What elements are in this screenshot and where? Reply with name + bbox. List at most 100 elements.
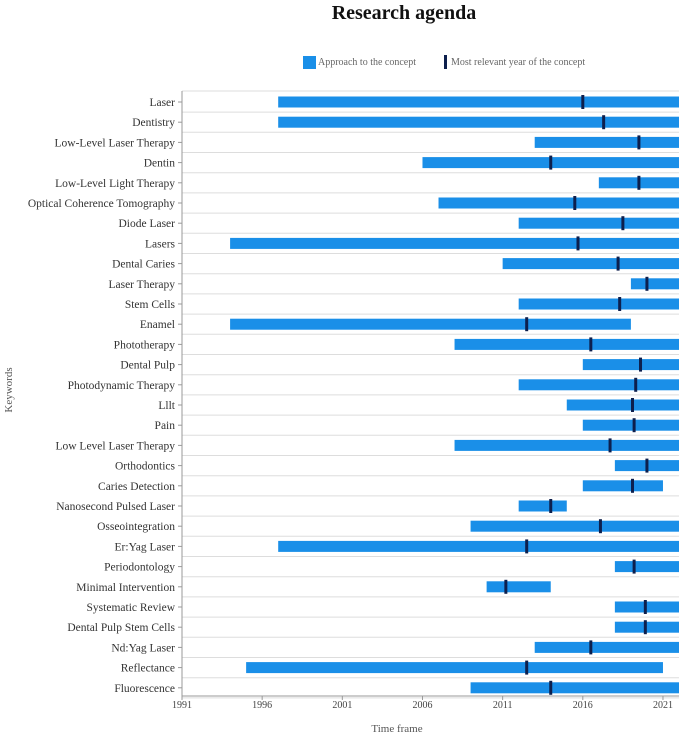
relevant-year-marker (589, 640, 593, 655)
range-bar (246, 662, 663, 674)
keyword-label: Laser (149, 97, 175, 109)
range-bar (278, 116, 679, 128)
keyword-label: Dental Caries (112, 259, 175, 271)
range-bar (454, 439, 679, 451)
range-bar (630, 278, 679, 290)
x-axis: 1991 1996 2001 2006 2011 2016 2021 (172, 91, 679, 711)
keyword-label: Er:Yag Laser (115, 541, 176, 553)
keyword-label: Reflectance (121, 663, 175, 675)
x-tick-label: 2001 (332, 700, 352, 711)
keyword-label: Optical Coherence Tomography (28, 198, 175, 210)
keyword-label: Dental Pulp Stem Cells (67, 622, 175, 634)
keyword-label: Low-Level Light Therapy (55, 178, 175, 190)
relevant-year-marker (645, 276, 649, 291)
relevant-year-marker (598, 519, 602, 534)
relevant-year-marker (632, 418, 636, 433)
relevant-year-marker (643, 600, 647, 614)
keyword-label: Fluorescence (114, 683, 175, 695)
relevant-year-marker (549, 499, 553, 513)
gridlines (182, 90, 679, 699)
relevant-year-marker (602, 115, 606, 130)
range-bar (278, 540, 679, 552)
range-bar (518, 500, 567, 512)
keyword-label: Laser Therapy (108, 279, 175, 291)
relevant-year-marker (639, 357, 643, 372)
x-tick-label: 1996 (252, 700, 272, 711)
x-axis-title: Time frame (371, 723, 422, 735)
keyword-label: Periodontology (104, 562, 175, 574)
range-bar (534, 136, 679, 148)
range-bar (230, 237, 679, 249)
keyword-label: Dental Pulp (120, 360, 175, 372)
range-bar (230, 318, 631, 330)
range-bar (470, 682, 679, 694)
keyword-label: Photodynamic Therapy (68, 380, 176, 392)
keyword-label: Orthodontics (115, 461, 176, 473)
x-tick-label: 2016 (573, 700, 593, 711)
relevant-year-marker (616, 256, 620, 271)
relevant-year-marker (525, 539, 529, 554)
range-bar (518, 379, 679, 391)
legend-range-label: Approach to the concept (318, 57, 416, 68)
range-bar (582, 419, 679, 431)
keyword-label: Stem Cells (125, 299, 176, 311)
legend: Approach to the concept Most relevant ye… (303, 55, 585, 69)
legend-range-swatch (303, 56, 316, 69)
keyword-label: Lasers (145, 238, 176, 250)
chart-title: Research agenda (332, 2, 477, 24)
relevant-year-marker (618, 297, 622, 311)
legend-marker-label: Most relevant year of the concept (451, 57, 585, 68)
year-markers (504, 95, 649, 695)
range-bar (518, 298, 679, 310)
relevant-year-marker (549, 155, 553, 170)
relevant-year-marker (621, 216, 625, 231)
range-bar (518, 217, 679, 229)
keyword-label: Low-Level Laser Therapy (55, 137, 176, 149)
x-tick-label: 2021 (653, 700, 673, 711)
keyword-label: Systematic Review (87, 602, 176, 614)
relevant-year-marker (637, 175, 641, 190)
keyword-labels: Laser Dentistry Low-Level Laser Therapy Den… (28, 97, 176, 695)
relevant-year-marker (576, 236, 580, 251)
keyword-label: Dentin (144, 158, 176, 170)
x-tick-label: 1991 (172, 700, 192, 711)
keyword-label: Pain (155, 420, 176, 432)
range-bar (614, 561, 679, 573)
relevant-year-marker (645, 458, 649, 473)
x-tick-label: 2006 (412, 700, 432, 711)
keyword-label: Low Level Laser Therapy (55, 440, 175, 452)
range-bar (454, 338, 679, 350)
keyword-label: Diode Laser (118, 218, 175, 230)
relevant-year-marker (608, 438, 612, 453)
keyword-label: Dentistry (132, 117, 175, 129)
keyword-label: Enamel (140, 319, 175, 331)
relevant-year-marker (634, 377, 638, 392)
relevant-year-marker (631, 478, 635, 493)
keyword-label: Phototherapy (114, 339, 176, 351)
relevant-year-marker (573, 196, 577, 210)
range-bar (566, 399, 679, 411)
y-axis-title: Keywords (3, 367, 15, 412)
keyword-label: Caries Detection (98, 481, 175, 493)
range-bar (470, 520, 679, 532)
relevant-year-marker (589, 337, 593, 352)
x-tick-label: 2011 (493, 700, 513, 711)
keyword-label: Osseointegration (97, 521, 175, 533)
legend-marker-swatch (444, 55, 447, 69)
range-bar (614, 621, 679, 633)
range-bar (582, 480, 663, 492)
range-bar (582, 359, 679, 371)
relevant-year-marker (581, 95, 585, 109)
range-bar (534, 641, 679, 653)
range-bar (486, 581, 551, 593)
relevant-year-marker (549, 680, 553, 695)
range-bar (502, 258, 679, 270)
relevant-year-marker (637, 135, 641, 150)
relevant-year-marker (632, 559, 636, 574)
keyword-label: Nanosecond Pulsed Laser (56, 501, 175, 513)
relevant-year-marker (643, 620, 647, 635)
keyword-label: Lllt (158, 400, 175, 412)
range-bar (438, 197, 679, 209)
keyword-label: Nd:Yag Laser (111, 642, 175, 654)
